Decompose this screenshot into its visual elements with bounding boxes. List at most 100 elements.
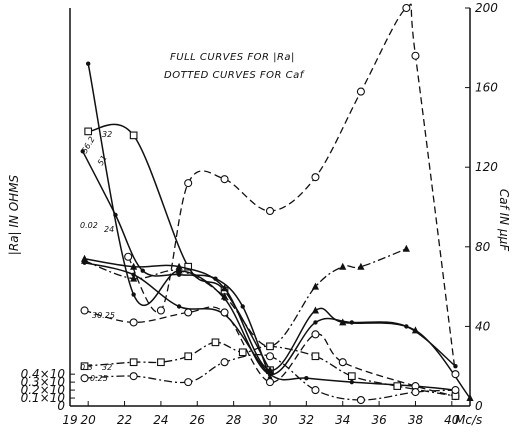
series-line — [88, 123, 271, 371]
y-tick-label: 0 — [57, 399, 65, 413]
y-tick-label: 0.1×10 — [21, 391, 66, 405]
y2-tick-label: 200 — [475, 1, 498, 15]
data-point — [349, 379, 355, 385]
data-point — [402, 244, 410, 252]
x-tick-label: 32 — [299, 413, 314, 427]
annotation-full-curves: FULL CURVES FOR |Ra| — [170, 52, 295, 63]
data-point — [240, 304, 245, 309]
data-point — [130, 262, 138, 270]
y2-tick-label: 120 — [475, 160, 498, 174]
series-line — [82, 150, 271, 379]
curve-label: 0.25 — [90, 374, 108, 383]
y2-tick-label: 160 — [475, 81, 498, 95]
data-point — [175, 262, 183, 270]
data-point — [411, 326, 420, 334]
data-point — [347, 372, 356, 381]
data-point — [220, 175, 229, 184]
data-point — [356, 395, 365, 405]
data-point — [311, 386, 320, 395]
annotation-dotted-curves: DOTTED CURVES FOR Caf — [164, 70, 305, 81]
data-point — [238, 348, 247, 357]
y2-tick-label: 40 — [475, 319, 491, 333]
data-point — [220, 308, 229, 317]
data-point — [311, 352, 320, 361]
series-1 — [85, 61, 458, 377]
curve-label: 56.2 — [80, 135, 97, 155]
x-tick-label: 36 — [371, 413, 387, 427]
data-point — [131, 292, 136, 297]
y2-axis-label: Caf IN µµF — [497, 189, 511, 252]
data-point — [80, 306, 89, 315]
data-point — [313, 320, 318, 325]
x-tick-label: 34 — [335, 413, 350, 427]
data-point — [130, 274, 138, 282]
x-tick-label: 38 — [408, 413, 424, 427]
series-line — [84, 306, 456, 397]
data-point — [220, 358, 229, 367]
data-point — [357, 262, 365, 270]
y-tick-label: 0.4×10 — [21, 367, 66, 381]
data-point — [339, 262, 347, 270]
data-point — [265, 378, 275, 387]
x-axis-label: Mc/s — [455, 413, 482, 427]
x-tick-label: 20 — [81, 413, 97, 427]
x-tick-label: 30 — [262, 413, 278, 427]
data-point — [339, 318, 347, 326]
data-point — [220, 292, 229, 300]
x-tick-label: 19 — [62, 413, 77, 427]
data-point — [393, 382, 402, 390]
x-tick-label: 24 — [153, 413, 168, 427]
data-point — [265, 206, 275, 216]
data-point — [304, 375, 309, 381]
data-point — [129, 372, 138, 381]
data-point — [267, 371, 273, 377]
data-point — [80, 256, 89, 264]
series-curves — [80, 3, 474, 405]
x-tick-label: 28 — [226, 413, 242, 427]
data-point — [184, 308, 193, 317]
data-point — [266, 366, 274, 374]
data-point — [80, 149, 85, 154]
data-point — [356, 87, 365, 96]
data-point — [411, 388, 420, 397]
y-tick-label: 0.2×10 — [21, 383, 66, 397]
curve-label: 32 — [102, 363, 112, 372]
data-point — [124, 252, 133, 261]
data-point — [220, 284, 229, 292]
data-point — [113, 212, 118, 218]
data-point — [184, 179, 193, 188]
data-point — [311, 173, 320, 182]
series-6 — [124, 3, 460, 379]
data-point — [156, 306, 165, 315]
data-point — [311, 330, 320, 339]
curve-label: 24 — [104, 225, 114, 234]
y2-tick-label: 0 — [475, 399, 483, 413]
data-point — [129, 131, 138, 140]
data-point — [266, 342, 274, 351]
data-point — [184, 262, 193, 271]
data-point — [80, 362, 89, 371]
y-tick-label: 0.3×10 — [21, 375, 66, 389]
data-point — [265, 352, 275, 361]
series-9 — [80, 338, 460, 400]
curve-label: 0.02 — [80, 221, 98, 230]
series-line — [87, 63, 456, 375]
y2-tick-label: 80 — [475, 240, 491, 254]
tick-labels: 19 20 22 24 26 28 30 32 34 36 38 4000.1×100.2×100.3… — [21, 1, 499, 427]
data-point — [311, 282, 320, 290]
data-point — [129, 318, 138, 327]
data-point — [451, 386, 460, 395]
series-10 — [80, 352, 460, 405]
data-point — [129, 358, 138, 367]
data-point — [211, 338, 220, 347]
x-tick-label: 22 — [117, 413, 132, 427]
curve-label: 0.3 — [80, 363, 93, 372]
y-axis-label: |Ra| IN OHMS — [7, 174, 21, 255]
curve-label: 51 — [96, 154, 109, 167]
data-point — [176, 304, 182, 309]
data-point — [466, 394, 474, 402]
data-point — [184, 352, 193, 361]
data-point — [411, 51, 420, 60]
x-tick-label: 40 — [444, 413, 460, 427]
